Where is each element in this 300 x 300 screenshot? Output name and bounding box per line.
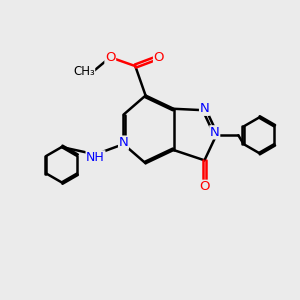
Text: N: N [200, 102, 209, 115]
Text: O: O [199, 180, 210, 193]
Text: CH₃: CH₃ [73, 65, 94, 79]
Text: NH: NH [86, 151, 105, 164]
Text: N: N [210, 126, 220, 139]
Text: O: O [154, 51, 164, 64]
Text: N: N [118, 136, 128, 149]
Text: O: O [105, 51, 116, 64]
